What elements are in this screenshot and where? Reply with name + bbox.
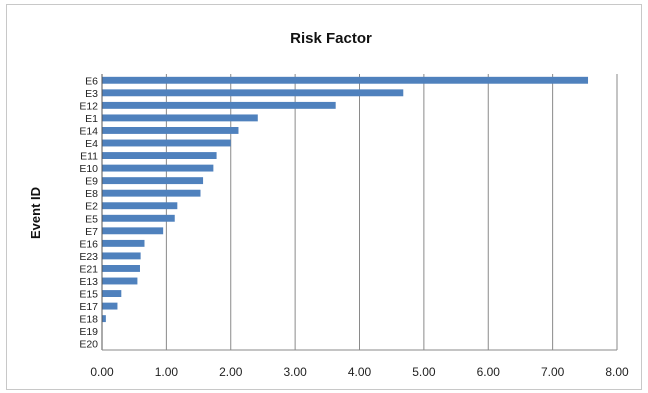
bar-E12: [102, 101, 336, 109]
x-tick-label: 2.00: [219, 365, 243, 379]
y-tick-label: E6: [85, 75, 98, 87]
bar-E11: [102, 152, 217, 159]
bar-E2: [102, 202, 178, 210]
y-tick-label: E13: [79, 276, 98, 288]
bar-E5: [102, 214, 175, 222]
x-tick-label: 3.00: [283, 365, 307, 379]
y-tick-label: E18: [79, 314, 98, 326]
y-tick-label: E15: [79, 289, 98, 301]
axes: [101, 74, 617, 351]
x-tick-label: 0.00: [90, 365, 114, 379]
y-tick-label: E10: [79, 163, 98, 175]
chart-title: Risk Factor: [290, 30, 372, 47]
bar-E4: [102, 139, 231, 147]
y-tick-label: E7: [85, 226, 98, 238]
y-tick-label: E8: [85, 188, 98, 200]
bar-E18: [102, 315, 106, 323]
y-tick-label: E21: [79, 263, 98, 275]
bar-E10: [102, 164, 214, 172]
risk-factor-chart: Risk Factor Event ID E6E3E12E1E14E4E11E1…: [28, 30, 629, 379]
y-tick-label: E23: [79, 251, 98, 263]
y-tick-label: E11: [80, 151, 98, 163]
y-tick-label: E3: [85, 88, 98, 100]
bar-E15: [102, 290, 122, 297]
x-tick-label: 8.00: [605, 365, 629, 379]
y-tick-label: E12: [79, 100, 98, 112]
y-tick-label: E20: [79, 339, 98, 351]
x-tick-label: 7.00: [541, 365, 565, 379]
bar-E9: [102, 177, 204, 185]
x-tick-label: 5.00: [412, 365, 436, 379]
bars: [102, 76, 589, 323]
y-tick-label: E19: [79, 326, 98, 338]
x-tick-label: 6.00: [477, 365, 501, 379]
chart-frame: Risk Factor Event ID E6 E3 E12 E1 E14 E4 E11 E1…: [6, 4, 642, 390]
bar-E23: [102, 252, 141, 260]
y-tick-label: E5: [85, 213, 98, 225]
y-axis-label: Event ID: [28, 187, 43, 239]
bar-E16: [102, 239, 145, 247]
bar-E14: [102, 127, 239, 134]
bar-E3: [102, 89, 404, 97]
bar-E7: [102, 227, 164, 235]
x-tick-label: 1.00: [155, 365, 179, 379]
y-tick-label: E2: [85, 201, 98, 213]
y-tick-label: E16: [79, 238, 98, 250]
bar-E1: [102, 114, 258, 122]
y-tick-label: E4: [85, 138, 98, 150]
y-tick-label: E1: [85, 113, 98, 125]
bar-E13: [102, 277, 138, 285]
y-tick-label: E14: [79, 125, 98, 137]
bar-E17: [102, 302, 118, 310]
x-tick-label: 4.00: [348, 365, 372, 379]
bar-E6: [102, 76, 589, 84]
bar-E21: [102, 265, 140, 272]
y-tick-labels: E6E3E12E1E14E4E11E10E9E8E2E5E7E16E23E21E…: [79, 75, 98, 350]
y-tick-label: E17: [79, 301, 98, 313]
x-tick-labels: 0.00 1.00 2.00 3.00 4.00 5.00 6.00 7.00 8.00: [90, 365, 629, 379]
y-tick-label: E9: [85, 176, 98, 188]
bar-E8: [102, 189, 201, 197]
